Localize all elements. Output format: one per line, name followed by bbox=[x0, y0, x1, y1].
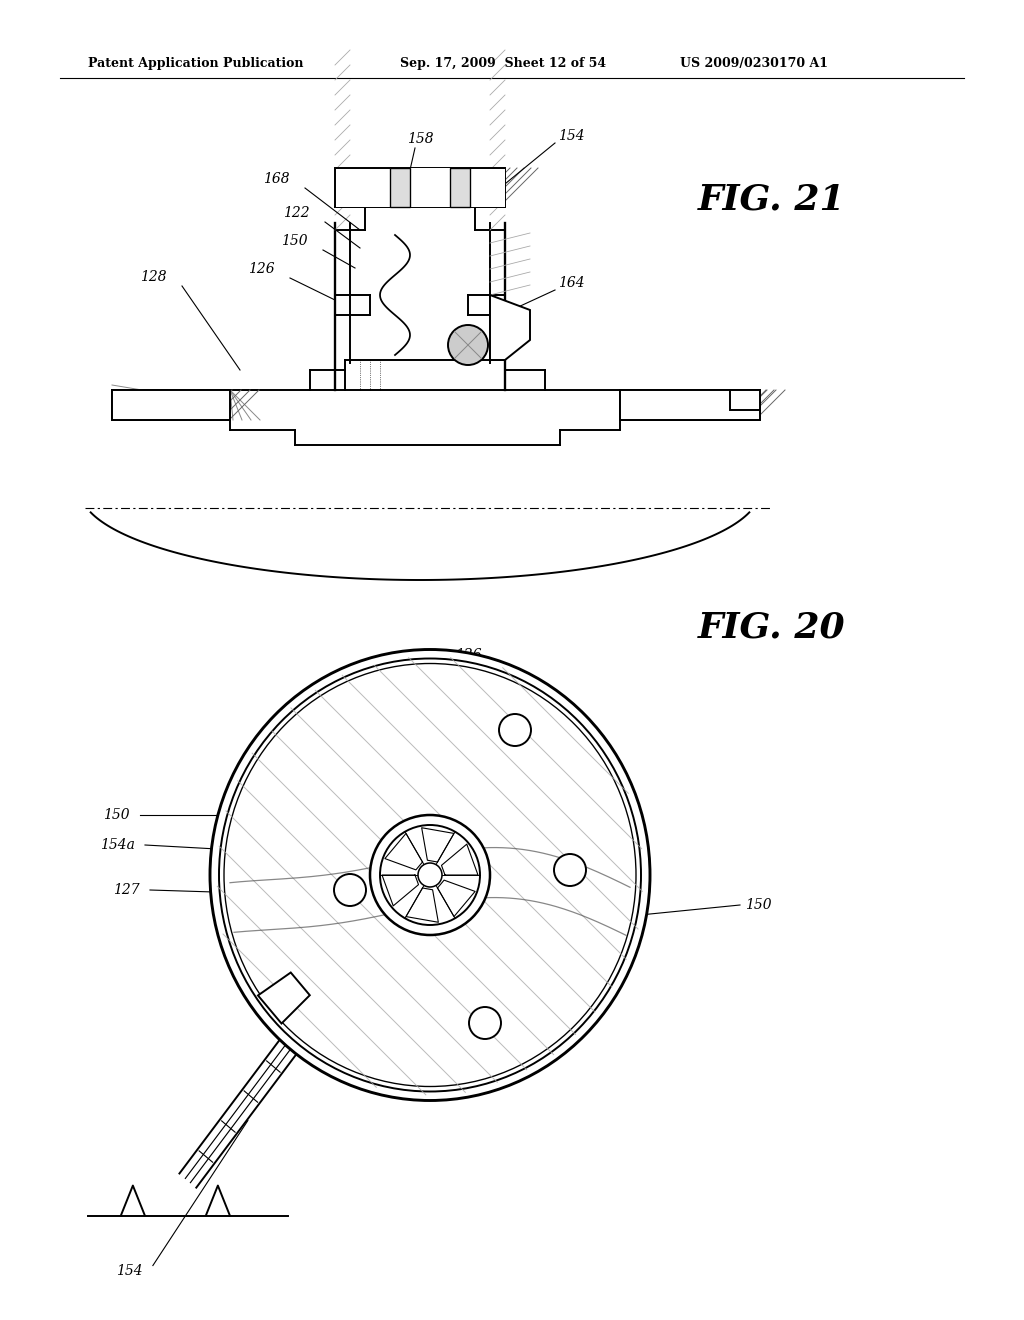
Text: 150: 150 bbox=[103, 808, 130, 822]
Text: 164: 164 bbox=[558, 276, 585, 290]
Circle shape bbox=[370, 814, 490, 935]
Circle shape bbox=[554, 854, 586, 886]
Text: FIG. 21: FIG. 21 bbox=[698, 183, 846, 216]
Circle shape bbox=[334, 874, 366, 906]
Circle shape bbox=[418, 863, 442, 887]
Bar bbox=[112, 389, 230, 420]
Text: 154a: 154a bbox=[100, 838, 135, 851]
Text: 127: 127 bbox=[114, 883, 140, 898]
Text: 154: 154 bbox=[558, 129, 585, 143]
Text: 122: 122 bbox=[284, 206, 310, 220]
Bar bbox=[335, 168, 505, 207]
Bar bbox=[112, 389, 230, 420]
Text: 158: 158 bbox=[407, 132, 433, 147]
Bar bbox=[450, 168, 505, 207]
Text: FIG. 20: FIG. 20 bbox=[698, 611, 846, 645]
Text: 150: 150 bbox=[282, 234, 308, 248]
Text: Patent Application Publication: Patent Application Publication bbox=[88, 57, 303, 70]
Circle shape bbox=[449, 325, 488, 366]
Text: 126: 126 bbox=[249, 261, 275, 276]
Text: US 2009/0230170 A1: US 2009/0230170 A1 bbox=[680, 57, 828, 70]
Text: 168: 168 bbox=[263, 172, 290, 186]
Ellipse shape bbox=[210, 649, 650, 1101]
Circle shape bbox=[380, 825, 480, 925]
Text: Sep. 17, 2009  Sheet 12 of 54: Sep. 17, 2009 Sheet 12 of 54 bbox=[400, 57, 606, 70]
Bar bbox=[620, 389, 760, 420]
Polygon shape bbox=[258, 973, 310, 1023]
Circle shape bbox=[499, 714, 531, 746]
Text: 128: 128 bbox=[140, 271, 167, 284]
Bar bbox=[730, 389, 760, 411]
Bar bbox=[335, 168, 390, 207]
Text: 154: 154 bbox=[117, 1263, 143, 1278]
Polygon shape bbox=[490, 294, 530, 360]
Text: 126: 126 bbox=[455, 648, 481, 663]
Ellipse shape bbox=[224, 664, 636, 1086]
Bar bbox=[450, 168, 470, 207]
Bar bbox=[390, 168, 410, 207]
Text: 150: 150 bbox=[745, 898, 772, 912]
Circle shape bbox=[469, 1007, 501, 1039]
Ellipse shape bbox=[219, 659, 641, 1092]
Bar bbox=[390, 168, 450, 207]
